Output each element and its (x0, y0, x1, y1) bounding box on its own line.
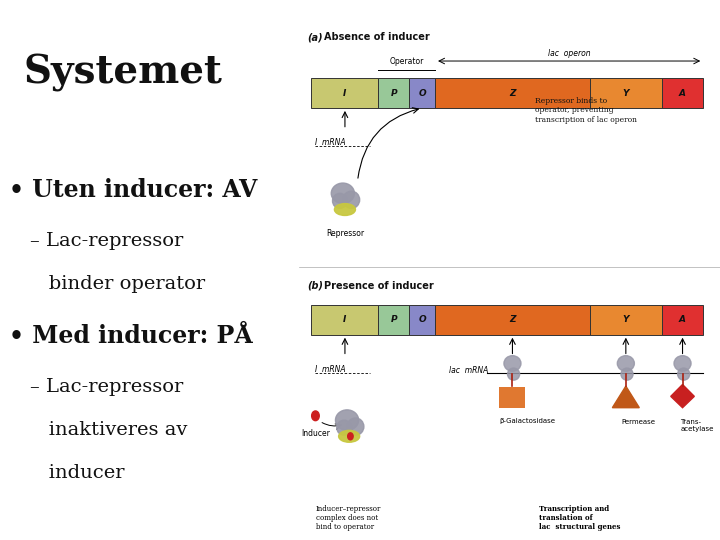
Bar (435, 78, 590, 108)
Text: O: O (418, 315, 426, 325)
Text: Systemet: Systemet (24, 54, 222, 92)
Text: Z: Z (509, 89, 516, 98)
Bar (499, 387, 525, 408)
Text: β-Galactosidase: β-Galactosidase (500, 418, 556, 424)
Text: A: A (679, 89, 686, 98)
Text: (b): (b) (307, 281, 323, 291)
Text: inducer: inducer (30, 464, 125, 482)
Text: – Lac-repressor: – Lac-repressor (30, 232, 183, 250)
Ellipse shape (347, 418, 364, 435)
Polygon shape (671, 384, 694, 408)
Bar (379, 78, 410, 108)
Ellipse shape (678, 368, 690, 380)
Text: P: P (390, 89, 397, 98)
Circle shape (312, 411, 319, 421)
Text: lac  mRNA: lac mRNA (449, 366, 489, 375)
Text: Transcription and
translation of
lac  structural genes: Transcription and translation of lac str… (539, 505, 620, 531)
Text: Permease: Permease (621, 418, 656, 424)
Bar (435, 305, 590, 335)
Text: Inducer: Inducer (301, 429, 330, 438)
Ellipse shape (336, 410, 359, 430)
Ellipse shape (617, 356, 634, 371)
Ellipse shape (508, 368, 520, 380)
Ellipse shape (331, 183, 354, 204)
Bar (410, 305, 435, 335)
Text: Y: Y (623, 89, 629, 98)
Ellipse shape (337, 420, 351, 435)
Text: A: A (679, 315, 686, 325)
Ellipse shape (334, 204, 356, 215)
Bar (379, 305, 410, 335)
Ellipse shape (338, 430, 360, 442)
Text: I  mRNA: I mRNA (315, 364, 346, 374)
Bar (312, 78, 379, 108)
Bar (662, 305, 703, 335)
Text: P: P (390, 315, 397, 325)
Text: binder operator: binder operator (30, 275, 205, 293)
Text: Absence of inducer: Absence of inducer (324, 32, 430, 43)
Text: (a): (a) (307, 32, 323, 43)
Bar (410, 78, 435, 108)
Text: inaktiveres av: inaktiveres av (30, 421, 187, 439)
Circle shape (348, 433, 353, 440)
Bar (312, 305, 379, 335)
Ellipse shape (343, 191, 360, 208)
Ellipse shape (333, 193, 347, 208)
Text: I: I (343, 315, 346, 325)
Ellipse shape (674, 356, 691, 371)
Text: Z: Z (509, 315, 516, 325)
Text: lac  operon: lac operon (548, 49, 590, 58)
Ellipse shape (621, 368, 633, 380)
Text: Repressor binds to
operator, preventing
transcription of lac operon: Repressor binds to operator, preventing … (535, 97, 636, 124)
Text: • Uten inducer: AV: • Uten inducer: AV (9, 178, 257, 202)
Text: Inducer–repressor
complex does not
bind to operator: Inducer–repressor complex does not bind … (315, 505, 381, 531)
Text: O: O (418, 89, 426, 98)
Bar (590, 305, 662, 335)
Text: Operator: Operator (390, 57, 424, 66)
Bar (662, 78, 703, 108)
Text: – Lac-repressor: – Lac-repressor (30, 378, 183, 396)
Text: Trans-
acetylase: Trans- acetylase (680, 418, 714, 431)
Ellipse shape (504, 356, 521, 371)
Text: Y: Y (623, 315, 629, 325)
Polygon shape (613, 386, 639, 408)
Text: I: I (343, 89, 346, 98)
Text: • Med inducer: PÅ: • Med inducer: PÅ (9, 324, 253, 348)
Bar (590, 78, 662, 108)
Text: Presence of inducer: Presence of inducer (324, 281, 434, 291)
Text: I  mRNA: I mRNA (315, 138, 346, 147)
Text: Repressor: Repressor (326, 230, 364, 239)
